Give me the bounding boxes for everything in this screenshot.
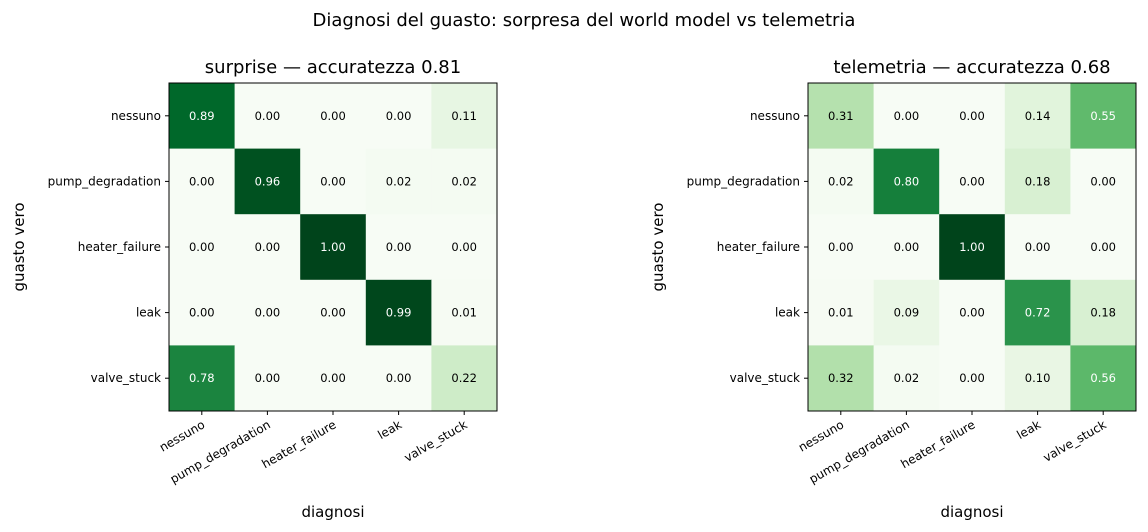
cell-value-label: 0.00: [386, 371, 412, 385]
cell-value-label: 0.14: [1025, 109, 1051, 123]
cell-value-label: 0.02: [828, 174, 854, 188]
y-tick-label: heater_failure: [78, 240, 161, 254]
cell-value-label: 0.00: [189, 240, 215, 254]
y-tick-label: nessuno: [111, 109, 161, 123]
cell-value-label: 0.00: [386, 240, 412, 254]
cell-value-label: 0.18: [1090, 306, 1116, 320]
cell-value-label: 0.00: [189, 306, 215, 320]
figure-title: Diagnosi del guasto: sorpresa del world …: [313, 10, 856, 31]
cell-value-label: 0.89: [189, 109, 215, 123]
cell-value-label: 0.32: [828, 371, 854, 385]
cell-value-label: 0.00: [1025, 240, 1051, 254]
cell-value-label: 0.55: [1090, 109, 1116, 123]
y-tick-label: pump_degradation: [48, 174, 161, 188]
cell-value-label: 0.00: [255, 306, 281, 320]
x-tick-label: valve_stuck: [402, 417, 470, 464]
cell-value-label: 0.00: [320, 174, 346, 188]
cell-value-label: 0.00: [386, 109, 412, 123]
cell-value-label: 0.02: [386, 174, 412, 188]
y-tick-label: nessuno: [750, 109, 800, 123]
y-tick-label: valve_stuck: [730, 371, 800, 385]
x-axis-label: diagnosi: [940, 503, 1003, 521]
cell-value-label: 0.18: [1025, 174, 1051, 188]
cell-value-label: 1.00: [959, 240, 985, 254]
cell-value-label: 0.72: [1025, 306, 1051, 320]
cell-value-label: 0.00: [189, 174, 215, 188]
x-axis-label: diagnosi: [301, 503, 364, 521]
y-tick-label: leak: [775, 306, 800, 320]
cell-value-label: 0.01: [451, 306, 477, 320]
x-tick-label: valve_stuck: [1041, 417, 1109, 464]
cell-value-label: 0.00: [959, 109, 985, 123]
cell-value-label: 0.00: [959, 306, 985, 320]
cell-value-label: 0.00: [894, 240, 920, 254]
cell-value-label: 0.02: [451, 174, 477, 188]
cell-value-label: 0.00: [255, 371, 281, 385]
cell-value-label: 0.00: [1090, 240, 1116, 254]
panel-title: telemetria — accuratezza 0.68: [833, 57, 1110, 78]
cell-value-label: 0.00: [451, 240, 477, 254]
y-axis-label: guasto vero: [649, 203, 667, 292]
cell-value-label: 0.00: [828, 240, 854, 254]
cell-value-label: 0.01: [828, 306, 854, 320]
x-tick-label: nessuno: [796, 417, 846, 454]
x-tick-label: nessuno: [157, 417, 207, 454]
y-tick-label: leak: [136, 306, 161, 320]
cell-value-label: 0.11: [451, 109, 477, 123]
heatmap-panel-2: telemetria — accuratezza 0.68 0.31 0.00 0.0…: [649, 57, 1137, 521]
cell-value-label: 0.56: [1090, 371, 1116, 385]
cell-value-label: 0.02: [894, 371, 920, 385]
cell-value-label: 0.00: [255, 109, 281, 123]
heatmap-panel-1: surprise — accuratezza 0.81 0.89 0.00 0.00 0…: [10, 57, 498, 521]
y-axis-label: guasto vero: [10, 203, 28, 292]
cell-value-label: 0.10: [1025, 371, 1051, 385]
cell-value-label: 0.00: [959, 174, 985, 188]
y-tick-label: pump_degradation: [687, 174, 800, 188]
cell-value-label: 0.99: [386, 306, 412, 320]
cell-value-label: 0.00: [894, 109, 920, 123]
x-tick-label: heater_failure: [898, 417, 977, 471]
cell-value-label: 0.09: [894, 306, 920, 320]
cell-value-label: 1.00: [320, 240, 346, 254]
y-tick-label: heater_failure: [717, 240, 800, 254]
cell-value-label: 0.00: [1090, 174, 1116, 188]
cell-value-label: 0.22: [451, 371, 477, 385]
cell-value-label: 0.00: [320, 371, 346, 385]
cell-value-label: 0.00: [320, 306, 346, 320]
cell-value-label: 0.80: [894, 174, 920, 188]
x-tick-label: heater_failure: [259, 417, 338, 471]
cell-value-label: 0.31: [828, 109, 854, 123]
y-tick-label: valve_stuck: [91, 371, 161, 385]
cell-value-label: 0.00: [255, 240, 281, 254]
cell-value-label: 0.96: [255, 174, 281, 188]
panel-title: surprise — accuratezza 0.81: [205, 57, 461, 78]
cell-value-label: 0.00: [959, 371, 985, 385]
x-tick-label: leak: [375, 417, 404, 442]
cell-value-label: 0.00: [320, 109, 346, 123]
x-tick-label: leak: [1014, 417, 1043, 442]
cell-value-label: 0.78: [189, 371, 215, 385]
